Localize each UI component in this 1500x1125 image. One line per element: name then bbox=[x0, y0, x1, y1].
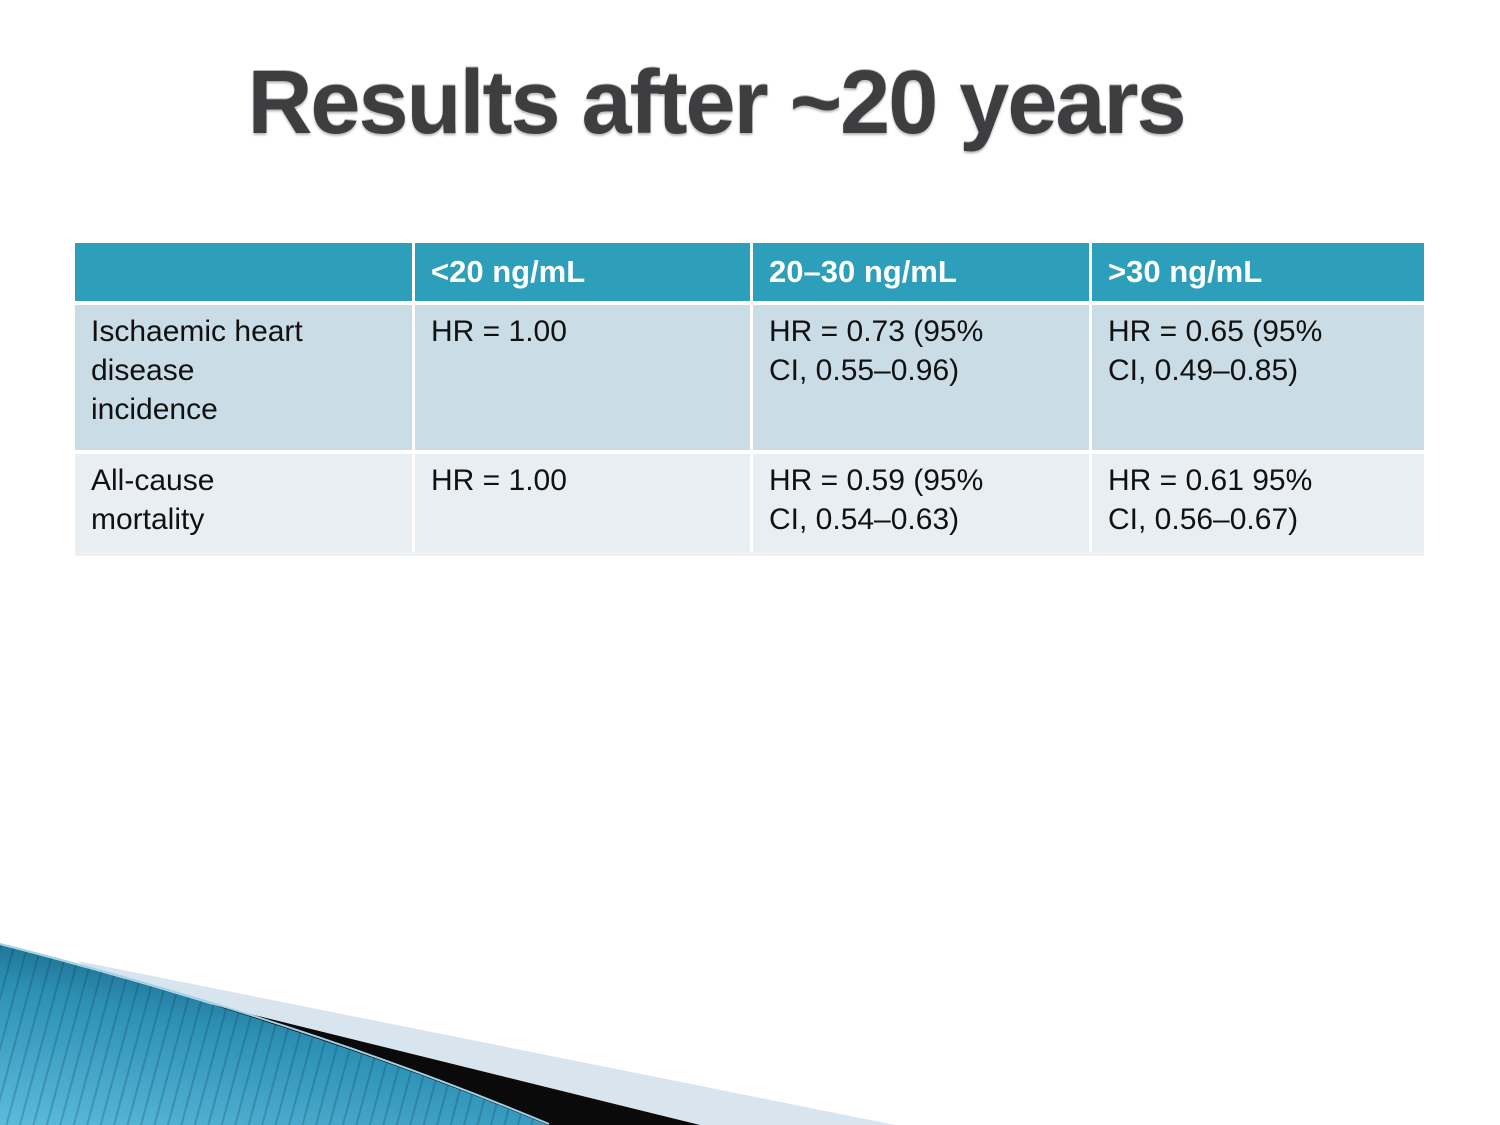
column-header-gt30: >30 ng/mL bbox=[1089, 243, 1424, 301]
cell-ihd-lt20: HR = 1.00 bbox=[412, 305, 750, 450]
slide-title: Results after ~20 years bbox=[247, 53, 1186, 153]
table-bottom-border bbox=[75, 552, 1424, 556]
row-label-mortality: All-cause mortality bbox=[75, 454, 412, 552]
footer-edge-highlight bbox=[0, 943, 550, 1125]
column-header-lt20: <20 ng/mL bbox=[412, 243, 750, 301]
footer-decoration bbox=[0, 943, 895, 1125]
row-label-ihd: Ischaemic heart disease incidence bbox=[75, 305, 412, 450]
column-header-blank bbox=[75, 243, 412, 301]
results-table: <20 ng/mL 20–30 ng/mL >30 ng/mL Ischaemi… bbox=[75, 243, 1424, 552]
cell-ihd-20-30: HR = 0.73 (95% CI, 0.55–0.96) bbox=[750, 305, 1089, 450]
cell-ihd-gt30: HR = 0.65 (95% CI, 0.49–0.85) bbox=[1089, 305, 1424, 450]
column-header-20-30: 20–30 ng/mL bbox=[750, 243, 1089, 301]
cell-mortality-gt30: HR = 0.61 95% CI, 0.56–0.67) bbox=[1089, 454, 1424, 552]
cell-mortality-20-30: HR = 0.59 (95% CI, 0.54–0.63) bbox=[750, 454, 1089, 552]
cell-mortality-lt20: HR = 1.00 bbox=[412, 454, 750, 552]
footer-teal-stripes bbox=[0, 945, 548, 1125]
